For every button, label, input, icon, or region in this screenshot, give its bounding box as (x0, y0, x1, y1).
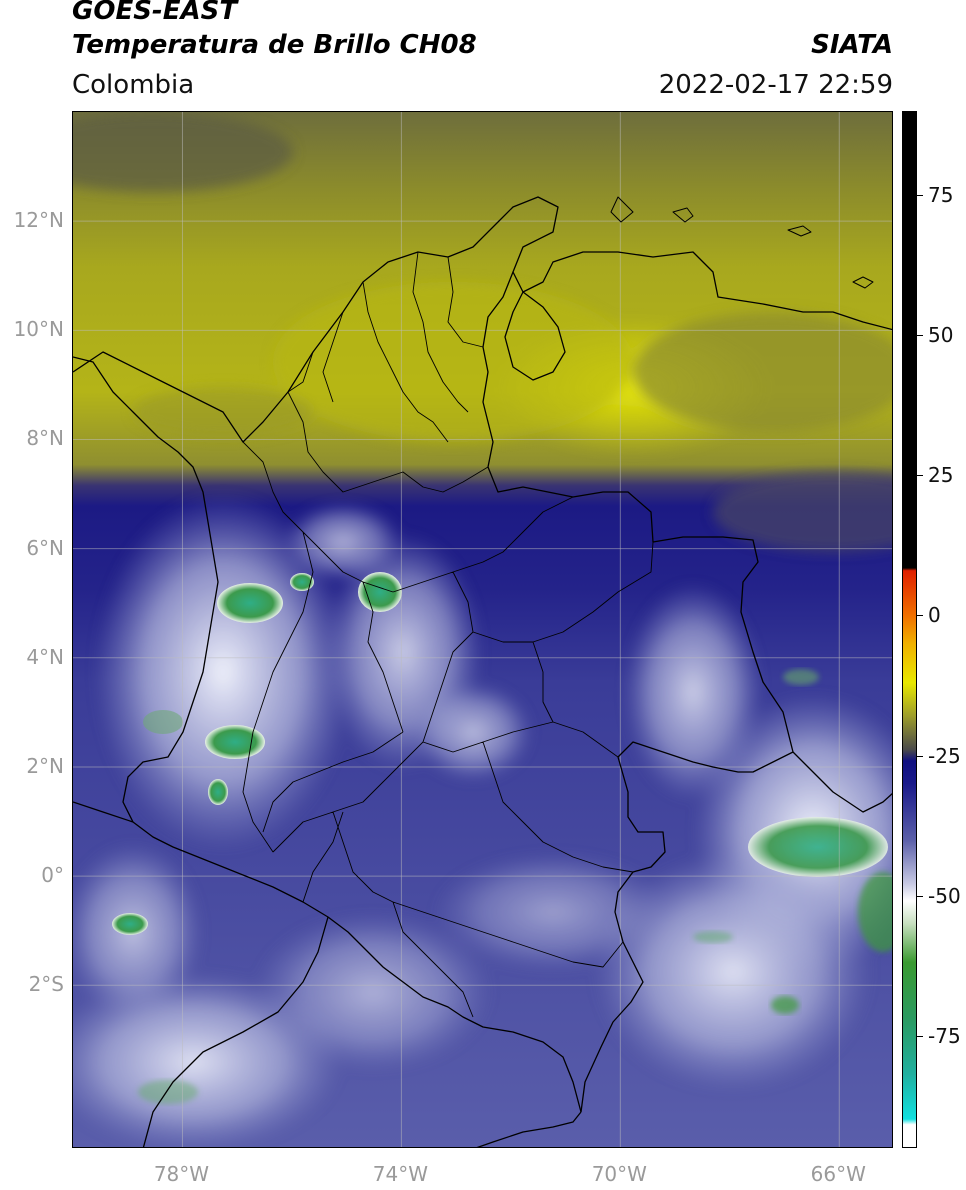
colorbar (902, 111, 917, 1148)
caribbean-coastline (73, 196, 892, 443)
ecuador-peru-border (73, 801, 329, 1147)
lat-tick-label: 6°N (26, 535, 64, 560)
lon-tick-label: 70°W (591, 1162, 647, 1186)
colorbar-tick-label: 25 (928, 463, 954, 488)
lat-tick-label: 12°N (13, 208, 64, 233)
graticule (73, 112, 892, 1147)
maracaibo-lake (504, 291, 566, 381)
colombia-peru-ecuador-border (132, 821, 582, 1113)
borders-and-coastlines (73, 196, 892, 1147)
colombia-venezuela-border (482, 271, 794, 773)
satellite-map (72, 111, 893, 1148)
colorbar-tick-mark (917, 1035, 923, 1037)
satellite-title: GOES-EAST (72, 0, 238, 26)
pacific-coastline (73, 356, 219, 823)
colorbar-tick-label: -50 (928, 883, 961, 908)
map-canvas (73, 112, 892, 1147)
lat-tick-label: 2°S (28, 972, 64, 997)
islands (610, 196, 874, 289)
colombia-brazil-border (580, 756, 666, 1113)
colorbar-tick-label: 50 (928, 323, 954, 348)
region-label: Colombia (72, 70, 195, 100)
colorbar-tick-label: -75 (928, 1023, 961, 1048)
warm-dry-areas (73, 112, 892, 552)
lat-tick-label: 0° (41, 863, 64, 888)
colorbar-tick-mark (917, 475, 923, 477)
lon-tick-label: 74°W (372, 1162, 428, 1186)
source-title: SIATA (811, 30, 893, 60)
venezuela-brazil-border (792, 751, 892, 813)
colorbar-tick-mark (917, 195, 923, 197)
peru-brazil-border (476, 1111, 582, 1147)
lon-tick-label: 78°W (153, 1162, 210, 1186)
colorbar-tick-mark (917, 615, 923, 617)
colorbar-tick-label: -25 (928, 743, 961, 768)
colorbar-tick-mark (917, 895, 923, 897)
cloud-cover (73, 492, 892, 1147)
product-title: Temperatura de Brillo CH08 (72, 30, 477, 60)
lat-tick-label: 10°N (13, 317, 64, 342)
lat-tick-label: 8°N (26, 426, 64, 451)
colorbar-tick-label: 75 (928, 183, 954, 208)
lat-tick-label: 2°N (26, 753, 64, 778)
lon-tick-label: 66°W (810, 1162, 866, 1186)
departmental-borders (242, 251, 654, 1018)
colorbar-tick-mark (917, 335, 923, 337)
datetime-label: 2022-02-17 22:59 (658, 70, 893, 100)
lat-tick-label: 4°N (26, 644, 64, 669)
colorbar-tick-mark (917, 755, 923, 757)
colorbar-tick-label: 0 (928, 603, 941, 628)
